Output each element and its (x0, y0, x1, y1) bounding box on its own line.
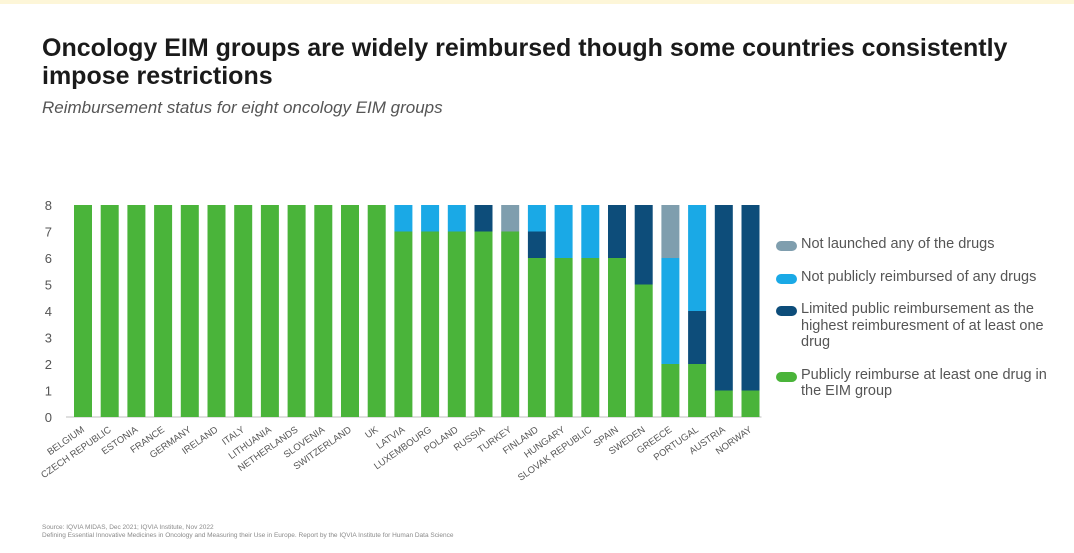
y-tick-label: 6 (45, 251, 52, 266)
bar-segment-limited (474, 205, 493, 232)
bar-segment-not-reimbursed (688, 205, 707, 311)
bar-segment-limited (714, 205, 733, 391)
bar-segment-publicly (367, 205, 386, 417)
rounded-swatch-icon (776, 371, 797, 382)
bar-segment-publicly (714, 390, 733, 417)
legend-item-limited: Limited public reimbursement as the high… (776, 301, 1066, 351)
y-tick-label: 5 (45, 278, 52, 293)
bar-segment-publicly (74, 205, 92, 417)
bar-segment-publicly (634, 284, 653, 417)
x-tick-label: UK (363, 424, 381, 441)
bar-segment-not-reimbursed (661, 258, 680, 364)
legend-label: Publicly reimburse at least one drug in … (801, 366, 1047, 400)
source-note: Source: IQVIA MIDAS, Dec 2021; IQVIA Ins… (42, 524, 454, 540)
legend-label: Not launched any of the drugs (801, 236, 995, 252)
top-accent-strip (0, 0, 1074, 4)
bar-segment-not-reimbursed (447, 205, 466, 232)
y-tick-label: 7 (45, 225, 52, 240)
bar-segment-not-reimbursed (527, 205, 546, 232)
rounded-swatch-icon (776, 273, 797, 284)
bar-segment-publicly (234, 205, 253, 417)
legend-item-not-launched: Not launched any of the drugs (776, 236, 1066, 253)
bar-segment-limited (527, 231, 546, 258)
y-tick-label: 0 (45, 410, 52, 425)
bar-segment-publicly (527, 258, 546, 417)
bar-segment-publicly (260, 205, 279, 417)
bar-segment-not-launched (661, 205, 680, 258)
bar-segment-not-reimbursed (394, 205, 413, 232)
bar-segment-publicly (554, 258, 573, 417)
bar-segment-not-reimbursed (581, 205, 600, 258)
bar-segment-publicly (581, 258, 600, 417)
legend-label: Not publicly reimbursed of any drugs (801, 268, 1037, 285)
bar-segment-publicly (287, 205, 306, 417)
bar-segment-not-reimbursed (421, 205, 440, 232)
bar-segment-publicly (474, 231, 493, 417)
bar-segment-publicly (341, 205, 359, 417)
bar-segment-limited (634, 205, 653, 285)
bar-segment-not-launched (501, 205, 520, 232)
rounded-swatch-icon (776, 306, 797, 316)
bar-segment-publicly (741, 390, 760, 417)
bar-segment-publicly (501, 231, 520, 417)
legend-item-publicly: Publicly reimburse at least one drug in … (776, 367, 1066, 400)
bar-segment-publicly (154, 205, 173, 417)
bar-segment-publicly (207, 205, 226, 417)
y-tick-label: 1 (45, 384, 52, 399)
rounded-swatch-icon (776, 241, 797, 251)
bar-segment-publicly (447, 231, 466, 417)
bar-segment-publicly (180, 205, 199, 417)
bar-segment-publicly (127, 205, 146, 417)
y-tick-label: 4 (45, 304, 52, 319)
y-tick-label: 8 (45, 198, 52, 213)
chart-title: Oncology EIM groups are widely reimburse… (42, 34, 1008, 90)
source-line-1: Source: IQVIA MIDAS, Dec 2021; IQVIA Ins… (42, 524, 214, 531)
y-tick-label: 3 (45, 331, 52, 346)
bar-segment-publicly (661, 364, 680, 417)
bar-segment-publicly (314, 205, 333, 417)
bar-segment-limited (688, 311, 707, 364)
bar-segment-publicly (608, 258, 626, 417)
y-tick-label: 2 (45, 357, 52, 372)
bar-segment-publicly (394, 231, 413, 417)
bar-segment-limited (608, 205, 626, 258)
source-line-2: Defining Essential Innovative Medicines … (42, 532, 454, 539)
legend-label: Limited public reimbursement as the high… (801, 301, 1044, 350)
bar-segment-limited (741, 205, 760, 391)
legend: Not launched any of the drugs Not public… (776, 236, 1066, 416)
chart-subtitle: Reimbursement status for eight oncology … (42, 98, 443, 117)
legend-item-not-reimbursed: Not publicly reimbursed of any drugs (776, 269, 1066, 286)
bar-segment-publicly (421, 231, 440, 417)
bar-segment-publicly (688, 364, 707, 417)
bar-segment-publicly (100, 205, 119, 417)
bar-segment-not-reimbursed (554, 205, 573, 258)
